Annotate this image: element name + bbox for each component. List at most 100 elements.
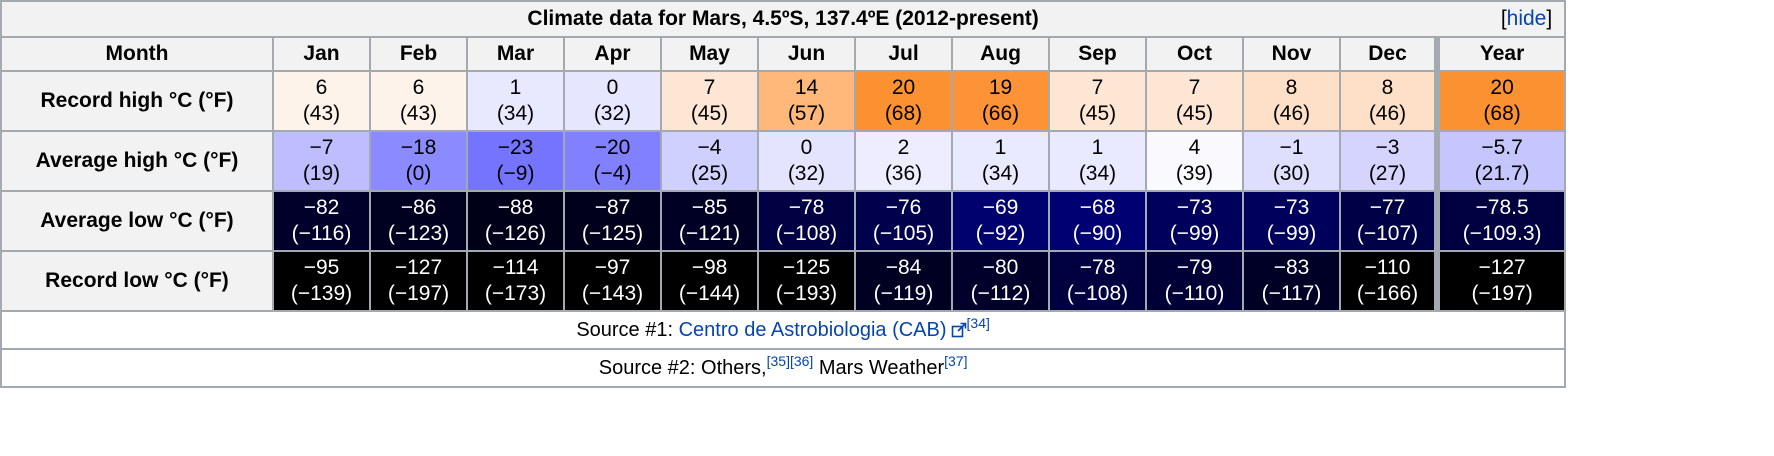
fahrenheit-value: (0) [405,162,432,185]
month-value-cell: 6 (43) [272,70,371,132]
fahrenheit-value: (−107) [1356,222,1419,245]
month-value-cell: −69 (−92) [951,190,1050,252]
celsius-value: −97 [594,256,631,279]
fahrenheit-value: (−166) [1356,282,1419,305]
fahrenheit-value: (−197) [1471,282,1533,305]
celsius-value: 6 [412,76,425,99]
month-value-cell: −88 (−126) [466,190,565,252]
fahrenheit-value: (−197) [387,282,450,305]
month-value-cell: −3 (27) [1339,130,1438,192]
fahrenheit-value: (19) [302,162,341,185]
fahrenheit-value: (66) [981,102,1020,125]
header-year: Year [1433,36,1567,72]
celsius-value: −87 [594,196,631,219]
fahrenheit-value: (32) [787,162,826,185]
data-row: Average high °C (°F) −7 (19) −18 (0) −23 (−9) −… [0,130,1567,192]
month-value-cell: −86 (−123) [369,190,468,252]
row-label: Average low °C (°F) [0,190,274,252]
header-month: Apr [563,36,662,72]
climate-table-container: Climate data for Mars, 4.5ºS, 137.4ºE (2… [0,0,1567,388]
header-row: Month Jan Feb Mar Apr May Jun Jul Aug Se… [0,36,1567,72]
month-value-cell: 1 (34) [951,130,1050,192]
month-value-cell: −85 (−121) [660,190,759,252]
celsius-value: 7 [1091,76,1104,99]
fahrenheit-value: (45) [1078,102,1117,125]
fahrenheit-value: (−4) [593,162,632,185]
header-month: Mar [466,36,565,72]
celsius-value: −127 [394,256,443,279]
fahrenheit-value: (−121) [678,222,741,245]
month-value-cell: −78 (−108) [757,190,856,252]
fahrenheit-value: (57) [787,102,826,125]
month-value-cell: −68 (−90) [1048,190,1147,252]
caption-text: Climate data for Mars, 4.5ºS, 137.4ºE (2… [527,7,1039,30]
celsius-value: −83 [1273,256,1310,279]
ref-36[interactable]: [36] [789,352,814,369]
fahrenheit-value: (−105) [872,222,935,245]
month-value-cell: 20 (68) [854,70,953,132]
month-value-cell: −77 (−107) [1339,190,1438,252]
month-value-cell: 4 (39) [1145,130,1244,192]
month-value-cell: 1 (34) [1048,130,1147,192]
celsius-value: 4 [1188,136,1201,159]
celsius-value: 0 [800,136,813,159]
fahrenheit-value: (25) [690,162,729,185]
celsius-value: −78.5 [1475,196,1529,219]
year-value-cell: −127 (−197) [1433,250,1567,312]
fahrenheit-value: (−173) [484,282,547,305]
header-month: Feb [369,36,468,72]
celsius-value: −73 [1273,196,1310,219]
celsius-value: 7 [1188,76,1201,99]
month-value-cell: −78 (−108) [1048,250,1147,312]
celsius-value: −79 [1176,256,1213,279]
fahrenheit-value: (−193) [775,282,838,305]
celsius-value: −86 [400,196,437,219]
month-value-cell: −114 (−173) [466,250,565,312]
month-value-cell: −76 (−105) [854,190,953,252]
month-value-cell: −97 (−143) [563,250,662,312]
celsius-value: 8 [1381,76,1394,99]
fahrenheit-value: (−112) [970,282,1031,305]
fahrenheit-value: (−108) [1066,282,1129,305]
celsius-value: −127 [1478,256,1526,279]
ref-35[interactable]: [35] [766,352,790,369]
source-2-prefix: Source #2: Others, [598,356,767,379]
source-1-link[interactable]: Centro de Astrobiologia (CAB) [678,318,947,341]
celsius-value: −114 [492,256,539,279]
month-value-cell: 0 (32) [757,130,856,192]
celsius-value: −18 [400,136,437,159]
header-month: Sep [1048,36,1147,72]
fahrenheit-value: (43) [302,102,341,125]
celsius-value: 2 [897,136,910,159]
fahrenheit-value: (−139) [290,282,353,305]
fahrenheit-value: (−108) [775,222,838,245]
caption-row: Climate data for Mars, 4.5ºS, 137.4ºE (2… [0,0,1567,38]
fahrenheit-value: (34) [496,102,535,125]
celsius-value: −5.7 [1481,136,1523,159]
month-value-cell: 0 (32) [563,70,662,132]
month-value-cell: −95 (−139) [272,250,371,312]
celsius-value: 7 [703,76,716,99]
celsius-value: −68 [1079,196,1116,219]
hide-link[interactable]: hide [1506,7,1547,30]
header-month: Jun [757,36,856,72]
ref-37[interactable]: [37] [944,352,968,369]
fahrenheit-value: (−144) [678,282,741,305]
month-value-cell: −127 (−197) [369,250,468,312]
fahrenheit-value: (−92) [975,222,1026,245]
header-month: Aug [951,36,1050,72]
month-value-cell: 6 (43) [369,70,468,132]
celsius-value: −82 [303,196,340,219]
month-value-cell: 7 (45) [1048,70,1147,132]
month-value-cell: −80 (−112) [951,250,1050,312]
celsius-value: −7 [309,136,334,159]
month-value-cell: −1 (30) [1242,130,1341,192]
fahrenheit-value: (−143) [581,282,644,305]
celsius-value: −78 [1079,256,1116,279]
source-1-row: Source #1: Centro de Astrobiologia (CAB)… [0,310,1567,350]
fahrenheit-value: (21.7) [1474,162,1530,185]
celsius-value: 8 [1285,76,1298,99]
fahrenheit-value: (−123) [387,222,450,245]
ref-34[interactable]: [34] [966,314,990,331]
celsius-value: −20 [594,136,631,159]
